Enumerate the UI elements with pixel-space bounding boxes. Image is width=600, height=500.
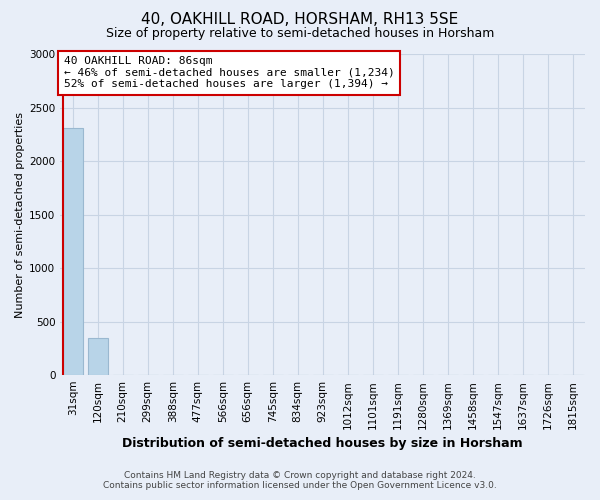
Bar	[63, 128, 83, 375]
Text: Contains HM Land Registry data © Crown copyright and database right 2024.
Contai: Contains HM Land Registry data © Crown c…	[103, 470, 497, 490]
Text: 40, OAKHILL ROAD, HORSHAM, RH13 5SE: 40, OAKHILL ROAD, HORSHAM, RH13 5SE	[142, 12, 458, 28]
Text: Size of property relative to semi-detached houses in Horsham: Size of property relative to semi-detach…	[106, 28, 494, 40]
Y-axis label: Number of semi-detached properties: Number of semi-detached properties	[15, 112, 25, 318]
Bar	[88, 338, 108, 375]
X-axis label: Distribution of semi-detached houses by size in Horsham: Distribution of semi-detached houses by …	[122, 437, 523, 450]
Text: 40 OAKHILL ROAD: 86sqm
← 46% of semi-detached houses are smaller (1,234)
52% of : 40 OAKHILL ROAD: 86sqm ← 46% of semi-det…	[64, 56, 395, 90]
